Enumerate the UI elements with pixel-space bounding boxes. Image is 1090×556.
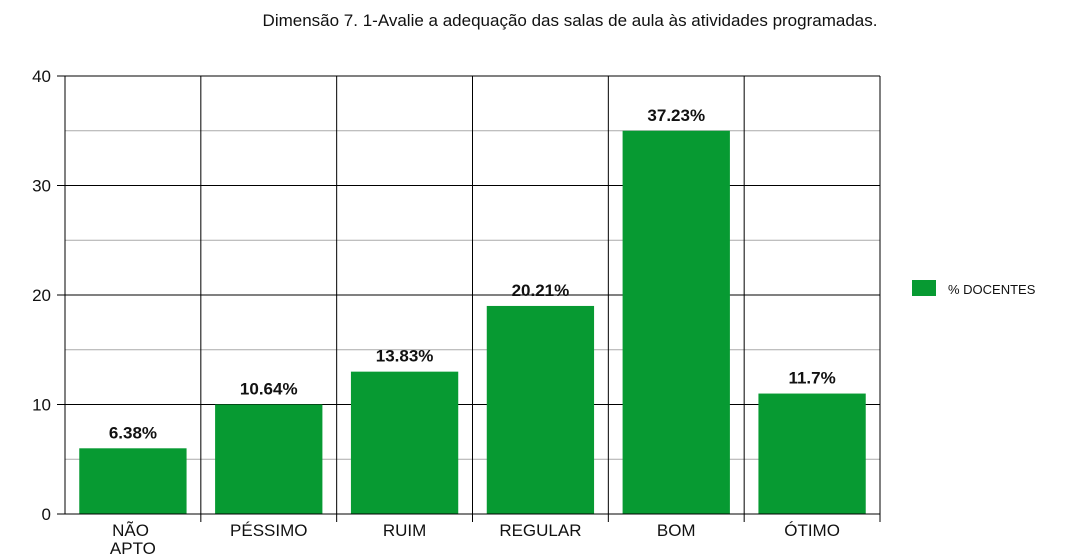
bar	[350, 371, 459, 514]
y-tick-label: 30	[32, 177, 51, 196]
y-tick-label: 20	[32, 286, 51, 305]
data-label: 10.64%	[240, 380, 298, 399]
data-label: 13.83%	[376, 347, 434, 366]
bar	[622, 130, 730, 514]
y-tick-label: 0	[42, 505, 51, 524]
x-tick-label: BOM	[657, 521, 696, 540]
y-tick-label: 10	[32, 396, 51, 415]
chart-title: Dimensão 7. 1-Avalie a adequação das sal…	[263, 11, 878, 30]
data-label: 11.7%	[788, 369, 835, 388]
legend-label: % DOCENTES	[948, 282, 1036, 297]
legend-swatch	[912, 280, 936, 296]
y-tick-label: 40	[32, 67, 51, 86]
bar	[79, 448, 187, 514]
data-label: 37.23%	[647, 106, 705, 125]
bar	[758, 393, 866, 514]
bar	[215, 404, 323, 514]
data-label: 20.21%	[512, 281, 570, 300]
x-tick-label: NÃO APTO	[110, 521, 156, 556]
data-label: 6.38%	[109, 423, 157, 442]
x-tick-label: REGULAR	[499, 521, 581, 540]
x-tick-label: ÓTIMO	[784, 521, 840, 540]
x-tick-label: RUIM	[383, 521, 426, 540]
bar	[486, 305, 595, 514]
x-tick-label: PÉSSIMO	[230, 521, 307, 540]
